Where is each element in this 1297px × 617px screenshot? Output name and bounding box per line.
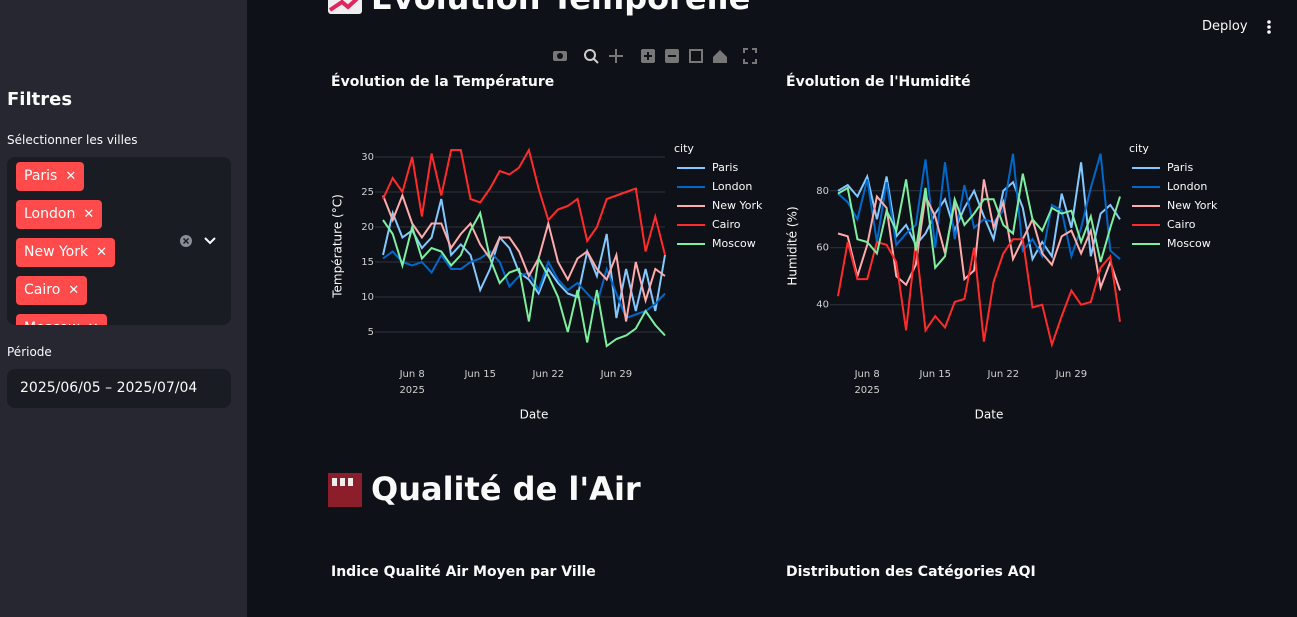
data-line [837, 179, 1121, 292]
x-tick-label: Jun 22 [532, 369, 565, 380]
deploy-button[interactable]: Deploy [1202, 19, 1248, 34]
y-tick-label: 15 [361, 257, 374, 268]
tag-remove[interactable]: ✕ [88, 321, 99, 325]
legend-label: Cairo [712, 218, 741, 231]
y-tick-label: 10 [361, 292, 374, 303]
factory-icon [328, 473, 362, 507]
x-tick-label: Jun 22 [987, 369, 1020, 380]
data-line [382, 147, 666, 256]
city-tag[interactable]: London ✕ [16, 200, 103, 229]
legend-label: Paris [1167, 161, 1193, 174]
section-heading: Qualité de l'Air [371, 470, 641, 508]
y-axis-title: Humidité (%) [786, 206, 800, 285]
y-axis-title: Température (°C) [331, 194, 345, 299]
y-tick-label: 80 [816, 186, 829, 197]
cities-label: Sélectionner les villes [7, 133, 138, 147]
legend-label: London [1167, 180, 1207, 193]
select-icons [180, 235, 216, 247]
data-line [382, 192, 666, 322]
chart-title: Évolution de la Température [331, 73, 554, 90]
x-tick-label: Jun 15 [463, 369, 496, 380]
y-tick-label: 60 [816, 243, 829, 254]
x-tick-label: Jun 29 [600, 369, 633, 380]
x-tick-sublabel: 2025 [854, 385, 879, 396]
y-tick-label: 25 [361, 187, 374, 198]
plot-toolbar[interactable] [553, 48, 757, 64]
chart-icon [328, 0, 362, 14]
tag-text: Paris [24, 168, 58, 184]
data-line [837, 153, 1121, 261]
tag-remove[interactable]: ✕ [83, 207, 95, 222]
legend-label: Moscow [1167, 237, 1211, 250]
x-tick-label: Jun 15 [918, 369, 951, 380]
x-tick-sublabel: 2025 [399, 385, 424, 396]
tag-remove[interactable]: ✕ [68, 283, 80, 298]
legend-title: city [674, 142, 694, 155]
legend-label: Cairo [1167, 218, 1196, 231]
tag-text: Cairo [24, 282, 61, 298]
x-axis-title: Date [975, 408, 1004, 422]
city-tag[interactable]: Moscow ✕ [16, 314, 107, 325]
x-axis-title: Date [520, 408, 549, 422]
legend-label: New York [1167, 199, 1218, 212]
data-line [382, 198, 666, 319]
legend-label: Paris [712, 161, 738, 174]
chart-title: Évolution de l'Humidité [786, 73, 971, 90]
chart-title: Indice Qualité Air Moyen par Ville [331, 564, 596, 580]
section-heading: Évolution Temporelle [371, 0, 750, 17]
data-line [382, 250, 666, 320]
tag-text: London [24, 206, 76, 222]
legend-label: London [712, 180, 752, 193]
city-multiselect[interactable]: Paris ✕ London ✕ New York ✕ Cairo ✕ Moscow ✕ [7, 157, 231, 325]
chart-title: Distribution des Catégories AQI [786, 564, 1036, 580]
period-label: Période [7, 345, 52, 359]
data-line [382, 210, 666, 348]
legend-title: city [1129, 142, 1149, 155]
tag-remove[interactable]: ✕ [65, 169, 77, 184]
tag-text: Moscow [24, 320, 80, 325]
data-line [837, 173, 1121, 271]
tag-list: Paris ✕ London ✕ New York ✕ Cairo ✕ Moscow ✕ [16, 162, 116, 325]
tag-remove[interactable]: ✕ [96, 245, 108, 260]
y-tick-label: 20 [361, 222, 374, 233]
date-input[interactable]: 2025/06/05 – 2025/07/04 [7, 369, 231, 408]
menu-button[interactable] [1264, 19, 1274, 37]
sidebar-title: Filtres [7, 89, 73, 110]
x-tick-label: Jun 8 [854, 369, 880, 380]
data-line [837, 162, 1121, 262]
city-tag[interactable]: Cairo ✕ [16, 276, 88, 305]
sidebar: Filtres Sélectionner les villes Paris ✕ Lo… [0, 0, 247, 617]
data-line [837, 238, 1121, 349]
city-tag[interactable]: Paris ✕ [16, 162, 85, 191]
legend-label: New York [712, 199, 763, 212]
y-tick-label: 40 [816, 300, 829, 311]
x-tick-label: Jun 8 [399, 369, 425, 380]
legend-label: Moscow [712, 237, 756, 250]
y-tick-label: 30 [361, 152, 374, 163]
y-tick-label: 5 [368, 327, 374, 338]
tag-text: New York [24, 244, 89, 260]
city-tag[interactable]: New York ✕ [16, 238, 116, 267]
x-tick-label: Jun 29 [1055, 369, 1088, 380]
